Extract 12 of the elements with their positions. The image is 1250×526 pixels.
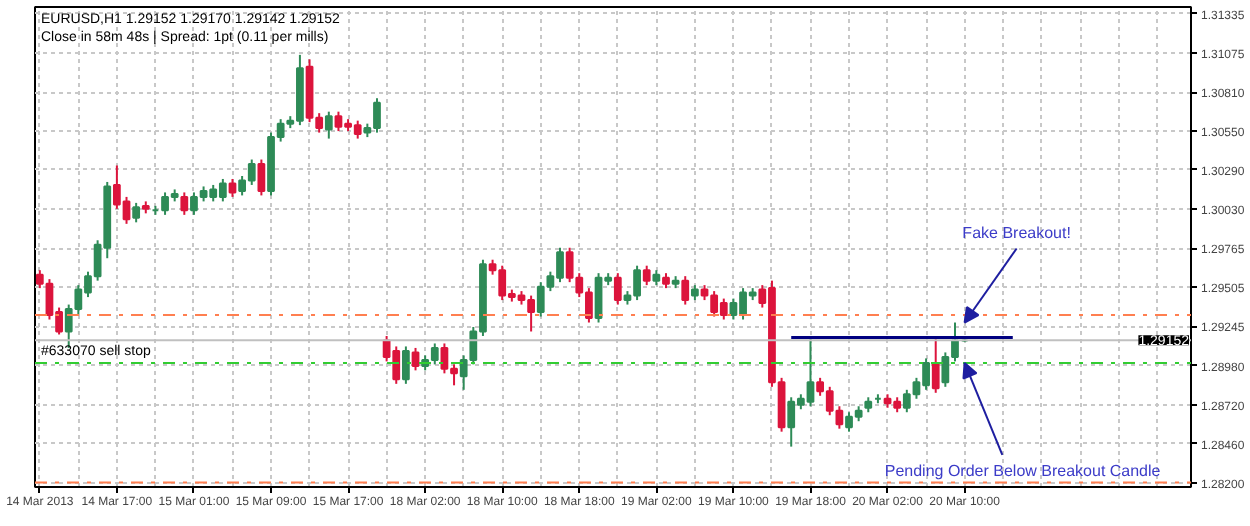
annotation: Pending Order Below Breakout Candle	[884, 461, 1162, 480]
candlestick	[681, 275, 690, 306]
candlestick	[324, 110, 333, 140]
candlestick	[401, 345, 410, 385]
candlestick	[257, 158, 266, 197]
candlestick	[613, 272, 622, 306]
candlestick	[180, 191, 189, 216]
candlestick	[132, 201, 141, 224]
candlestick	[642, 264, 651, 287]
annotation: Fake Breakout!	[962, 223, 1071, 242]
candlestick	[411, 346, 420, 372]
candlestick	[931, 336, 940, 394]
